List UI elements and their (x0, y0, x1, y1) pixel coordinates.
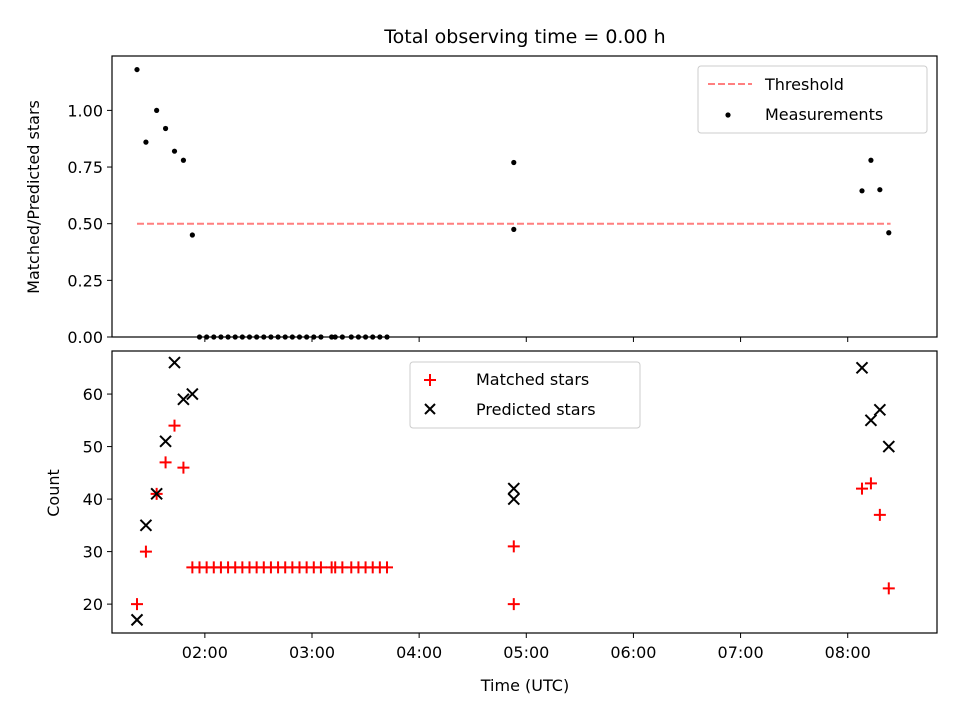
measurements-legend-label: Measurements (765, 105, 883, 124)
matched-stars-point (381, 561, 393, 574)
predicted-stars-legend-label: Predicted stars (476, 400, 596, 419)
predicted-stars-point (873, 403, 887, 417)
measurement-point (886, 230, 892, 236)
measurement-point (162, 125, 169, 132)
matched-stars-point (131, 598, 143, 611)
top-y-tick-label: 0.50 (67, 215, 103, 234)
measurement-point (859, 188, 865, 194)
measurement-point (171, 148, 178, 154)
measurement-point (868, 157, 874, 163)
bottom-y-tick-label: 50 (83, 438, 103, 457)
top-y-axis-label: Matched/Predicted stars (24, 100, 43, 294)
predicted-stars-point (159, 435, 172, 448)
bottom-y-axis-label: Count (44, 469, 63, 517)
predicted-stars-point (139, 519, 153, 532)
top-y-tick-label: 0.00 (67, 328, 103, 347)
measurement-point (189, 232, 195, 238)
predicted-stars-legend-swatch (424, 403, 436, 415)
x-tick-label: 03:00 (289, 643, 335, 662)
bottom-y-tick-label: 40 (83, 490, 103, 509)
measurement-point (134, 66, 140, 73)
top-panel: 0.00 0.25 0.50 0.75 1.00 (67, 55, 938, 347)
x-tick-label: 07:00 (718, 643, 764, 662)
bottom-y-tick-label: 30 (83, 543, 103, 562)
matched-stars-point (168, 419, 181, 432)
x-tick-label: 08:00 (825, 643, 871, 662)
x-tick-label: 04:00 (396, 643, 442, 662)
measurement-point (877, 187, 883, 193)
bottom-legend-box (409, 361, 641, 429)
top-chart-title: Total observing time = 0.00 h (383, 26, 665, 48)
matched-stars-point (314, 561, 327, 574)
matched-stars-legend-swatch (424, 374, 436, 386)
matched-stars-point (864, 477, 877, 490)
matched-stars-point (159, 456, 172, 469)
bottom-legend: Matched stars Predicted stars (409, 361, 641, 429)
predicted-stars-point (168, 356, 181, 369)
bottom-y-tick-label: 60 (83, 385, 103, 404)
top-y-tick-label: 0.25 (67, 271, 103, 290)
bottom-x-axis-label: Time (UTC) (480, 676, 569, 695)
predicted-stars-point (507, 492, 520, 506)
bottom-y-tick-label: 20 (83, 595, 103, 614)
measurement-point (180, 157, 187, 163)
predicted-stars-point (855, 361, 869, 375)
predicted-stars-point (507, 482, 520, 495)
predicted-stars-point (177, 393, 190, 406)
matched-stars-legend-label: Matched stars (476, 370, 589, 389)
matched-stars-point (856, 482, 868, 495)
matched-stars-point (882, 582, 895, 595)
x-tick-label: 05:00 (503, 643, 549, 662)
measurements-legend-swatch (725, 112, 731, 118)
top-legend-box (697, 65, 928, 134)
matched-stars-point (139, 545, 152, 558)
matched-stars-point (507, 540, 520, 553)
top-axes-frame (111, 55, 938, 338)
x-tick-label: 02:00 (182, 643, 228, 662)
measurement-point (143, 139, 149, 145)
predicted-stars-point (882, 440, 895, 453)
predicted-stars-point (186, 387, 199, 401)
top-y-tick-label: 0.75 (67, 158, 103, 177)
measurement-point (511, 159, 517, 166)
top-legend: Threshold Measurements (697, 65, 928, 134)
threshold-legend-label: Threshold (764, 75, 844, 94)
x-tick-label: 06:00 (610, 643, 656, 662)
matched-stars-point (873, 508, 886, 521)
bottom-axes-frame (111, 350, 938, 634)
matched-stars-point (177, 461, 190, 474)
measurement-point (154, 107, 160, 113)
measurement-point (511, 226, 517, 232)
matched-stars-point (507, 598, 520, 611)
predicted-stars-point (864, 414, 878, 427)
bottom-panel: 20 30 40 50 60 02:00 03:00 04:00 05:00 06:00 07:00… (83, 350, 938, 662)
top-y-tick-label: 1.00 (67, 101, 103, 120)
predicted-stars-point (150, 487, 163, 501)
predicted-stars-point (130, 613, 144, 627)
